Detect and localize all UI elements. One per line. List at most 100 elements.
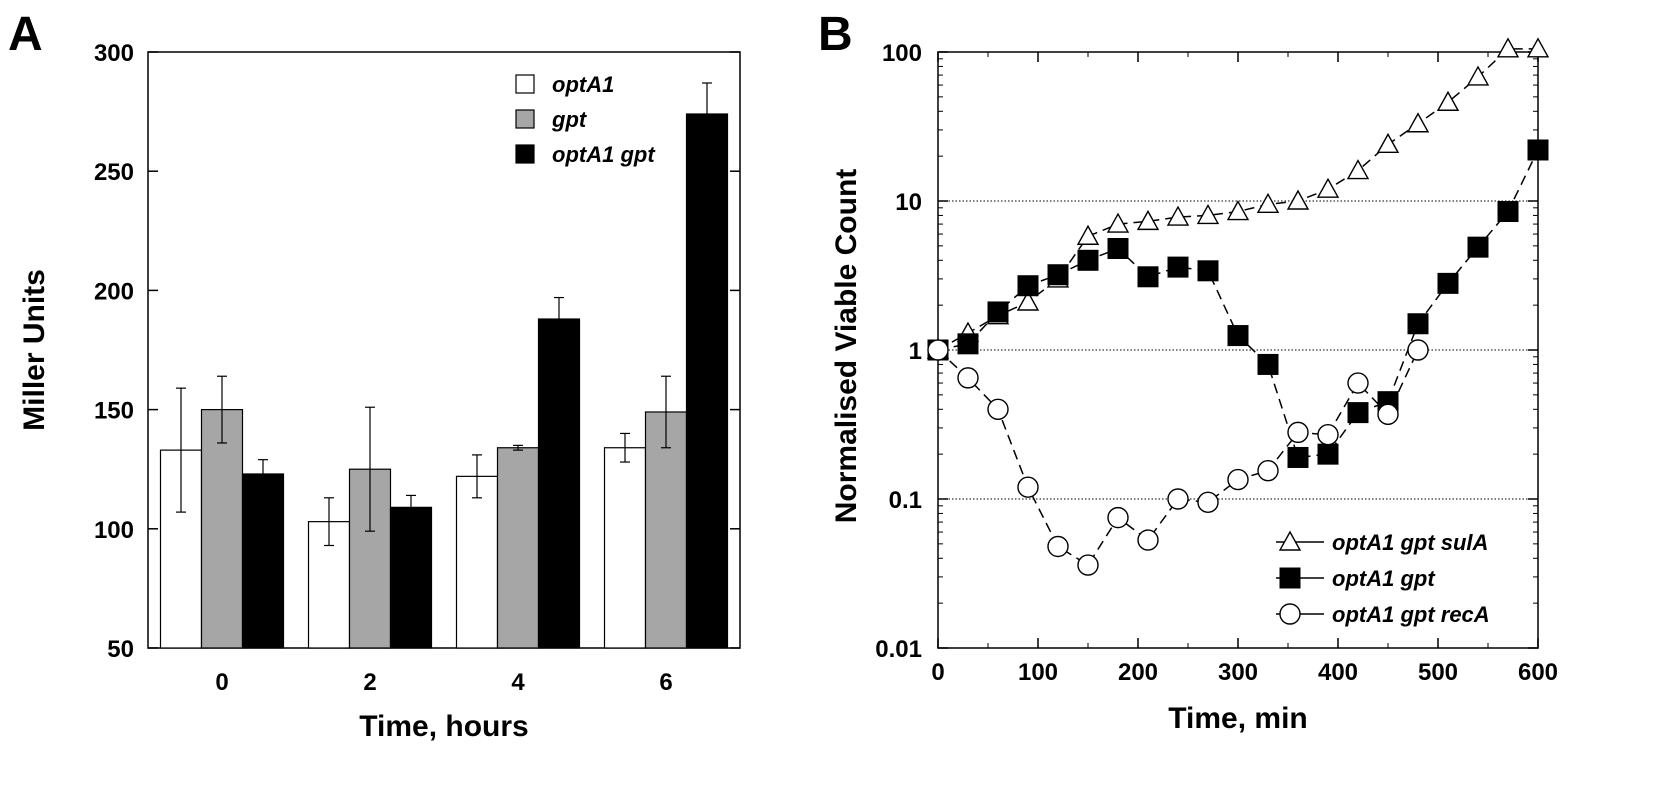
- data-point-opta1-gpt: [957, 333, 979, 355]
- y-tick-label: 300: [94, 40, 134, 67]
- panel-b: B 0.01 0.1 1 10 100 0 100 200 300 400 500 600 Time, m…: [818, 8, 1558, 735]
- plot-frame: [147, 51, 741, 649]
- data-point-opta1-gpt-sula: [1286, 189, 1310, 210]
- data-point-opta1-gpt: [1197, 260, 1219, 282]
- data-point-opta1-gpt-reca: [1347, 372, 1369, 394]
- series-opta1-gpt-sula: [926, 37, 1550, 359]
- data-point-opta1-gpt: [1437, 272, 1459, 294]
- y-tick-label: 0.01: [875, 636, 922, 663]
- data-point-opta1-gpt: [1347, 402, 1369, 424]
- y-tick-label: 150: [94, 398, 134, 425]
- data-point-opta1-gpt: [1077, 249, 1099, 271]
- data-point-opta1-gpt-reca: [1407, 339, 1429, 361]
- data-point-opta1-gpt-sula: [1166, 205, 1190, 226]
- x-axis-title: Time, hours: [359, 710, 528, 743]
- x-tick-label: 500: [1418, 659, 1458, 686]
- data-point-opta1-gpt: [1467, 236, 1489, 258]
- data-point-opta1-gpt-sula: [1346, 159, 1370, 180]
- y-tick-label: 50: [107, 636, 134, 663]
- legend-swatch-opta1: [515, 74, 535, 94]
- y-tick-label: 0.1: [889, 487, 922, 514]
- data-point-opta1-gpt: [1017, 275, 1039, 297]
- y-axis-title: Miller Units: [18, 269, 51, 431]
- panel-letter-b: B: [818, 8, 853, 61]
- data-point-opta1-gpt-sula: [1256, 192, 1280, 214]
- y-tick-label: 10: [895, 189, 922, 216]
- data-point-opta1-gpt-sula: [1316, 177, 1340, 198]
- legend: optA1 gpt sulA optA1 gpt optA1 gpt recA: [1276, 530, 1490, 627]
- y-tick-label: 100: [882, 40, 922, 67]
- legend-swatch-opta1-gpt: [515, 144, 535, 164]
- data-point-opta1-gpt: [1497, 201, 1519, 223]
- data-point-opta1-gpt-reca: [1077, 554, 1099, 576]
- legend-label-opta1-gpt-sula: optA1 gpt sulA: [1332, 530, 1488, 555]
- data-point-opta1-gpt-reca: [957, 367, 979, 389]
- x-axis-title: Time, min: [1168, 702, 1307, 735]
- data-point-opta1-gpt: [987, 301, 1009, 323]
- bar-opta1: [455, 475, 499, 649]
- data-point-opta1-gpt-reca: [1107, 506, 1129, 529]
- data-point-opta1-gpt-sula: [1226, 200, 1250, 221]
- data-point-opta1-gpt-reca: [1287, 421, 1309, 444]
- legend-marker-opta1-gpt-sula: [1278, 530, 1302, 551]
- data-point-opta1-gpt: [1287, 446, 1309, 468]
- data-point-opta1-gpt: [1107, 237, 1129, 259]
- legend-marker-opta1-gpt: [1279, 567, 1301, 589]
- data-point-opta1-gpt-reca: [1047, 535, 1069, 558]
- bar-opta1-gpt: [685, 113, 729, 649]
- data-point-opta1-gpt: [1227, 325, 1249, 347]
- bar-gpt: [496, 447, 540, 649]
- data-point-opta1-gpt-reca: [1377, 403, 1399, 426]
- x-tick-label: 6: [659, 669, 672, 696]
- y-axis-title: Normalised Viable Count: [830, 169, 863, 524]
- bar-opta1-gpt: [537, 318, 581, 649]
- legend-label-opta1-gpt: optA1 gpt: [552, 142, 656, 167]
- bar-opta1-gpt: [389, 506, 433, 649]
- x-tick-label: 4: [511, 669, 525, 696]
- data-point-opta1-gpt: [1137, 266, 1159, 288]
- data-point-opta1-gpt: [1317, 443, 1339, 465]
- data-point-opta1-gpt-reca: [987, 398, 1009, 420]
- legend-label-opta1-gpt-reca: optA1 gpt recA: [1332, 602, 1490, 627]
- bar-gpt: [200, 409, 244, 649]
- bar-opta1: [603, 447, 647, 649]
- series-opta1-gpt-reca: [927, 339, 1429, 576]
- x-tick-label: 600: [1518, 659, 1558, 686]
- data-point-opta1-gpt-sula: [1016, 290, 1040, 311]
- data-point-opta1-gpt-reca: [1137, 529, 1159, 551]
- series-opta1-gpt: [927, 139, 1549, 468]
- data-point-opta1-gpt: [1167, 256, 1189, 278]
- x-tick-label: 400: [1318, 659, 1358, 686]
- plot-frame: [937, 51, 1539, 649]
- x-tick-label: 2: [363, 669, 376, 696]
- x-tick-label: 300: [1218, 659, 1258, 686]
- data-point-opta1-gpt-reca: [1257, 459, 1279, 482]
- data-point-opta1-gpt-reca: [927, 339, 949, 361]
- data-point-opta1-gpt-reca: [1197, 491, 1219, 514]
- legend-marker-opta1-gpt-reca: [1279, 603, 1301, 625]
- panel-letter-a: A: [8, 8, 43, 61]
- legend-label-gpt: gpt: [551, 107, 588, 132]
- data-point-opta1-gpt-sula: [1076, 224, 1100, 245]
- legend-label-opta1: optA1: [552, 72, 614, 97]
- legend-label-opta1-gpt: optA1 gpt: [1332, 566, 1436, 591]
- data-point-opta1-gpt-sula: [1106, 212, 1130, 233]
- legend: optA1 gpt optA1 gpt: [515, 72, 656, 167]
- data-point-opta1-gpt-reca: [1167, 488, 1189, 510]
- bar-opta1-gpt: [241, 473, 285, 649]
- legend-swatch-gpt: [515, 109, 535, 129]
- data-point-opta1-gpt-sula: [1136, 209, 1160, 231]
- data-point-opta1-gpt: [1407, 313, 1429, 335]
- x-tick-label: 0: [215, 669, 228, 696]
- data-point-opta1-gpt-sula: [1526, 37, 1550, 58]
- data-point-opta1-gpt-sula: [1496, 37, 1520, 58]
- x-tick-label: 0: [931, 659, 944, 686]
- y-tick-label: 1: [909, 338, 922, 365]
- data-point-opta1-gpt-reca: [1317, 424, 1339, 446]
- data-point-opta1-gpt: [1047, 264, 1069, 286]
- data-point-opta1-gpt-sula: [1406, 112, 1430, 133]
- data-point-opta1-gpt-sula: [1196, 203, 1220, 225]
- y-tick-label: 100: [94, 517, 134, 544]
- data-point-opta1-gpt-sula: [1436, 90, 1460, 111]
